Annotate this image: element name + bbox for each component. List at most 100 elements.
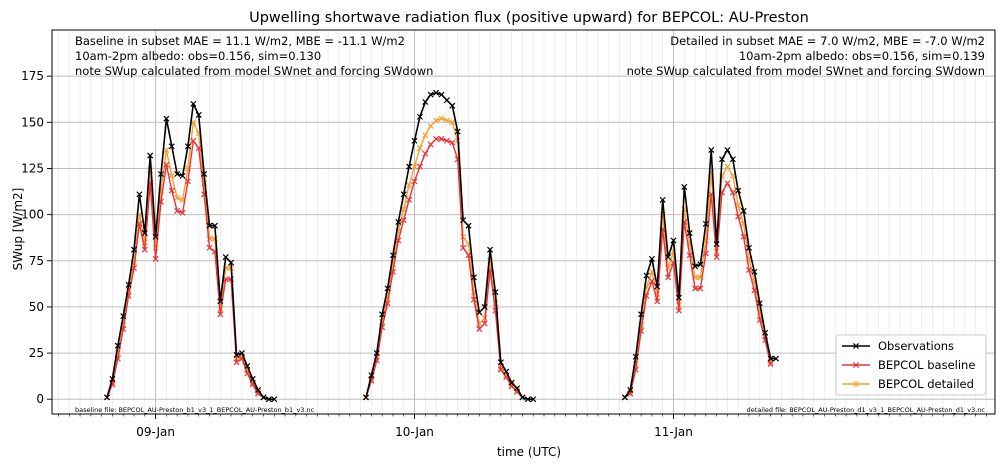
data-point xyxy=(481,303,488,310)
data-point xyxy=(411,163,418,170)
y-tick-label: 50 xyxy=(29,300,44,314)
data-point xyxy=(449,119,456,126)
data-point xyxy=(206,222,213,229)
data-point xyxy=(470,274,477,281)
data-point xyxy=(697,261,704,268)
data-point xyxy=(163,161,170,168)
legend-marker xyxy=(852,361,860,369)
data-point xyxy=(255,386,262,394)
data-point xyxy=(104,394,111,401)
data-point xyxy=(654,298,661,305)
data-point xyxy=(422,98,429,106)
data-point xyxy=(184,143,191,150)
data-point xyxy=(675,307,682,314)
data-point xyxy=(411,137,418,144)
footer-baseline-file: baseline file: BEPCOL_AU-Preston_b1_v3_1… xyxy=(75,406,315,414)
data-point xyxy=(767,361,774,368)
data-point xyxy=(362,394,369,401)
data-point xyxy=(756,316,763,323)
data-point xyxy=(497,366,504,373)
data-point xyxy=(665,274,672,281)
data-point xyxy=(406,163,413,170)
data-point xyxy=(745,244,753,251)
data-point xyxy=(476,326,483,333)
data-point xyxy=(174,170,181,178)
data-point xyxy=(438,135,445,142)
data-point xyxy=(638,311,645,318)
data-point xyxy=(141,230,148,237)
data-point xyxy=(449,102,456,109)
legend-item: BEPCOL baseline xyxy=(842,358,975,372)
data-point xyxy=(751,287,758,294)
legend-label: Observations xyxy=(878,339,954,353)
data-point xyxy=(384,285,391,292)
series-line xyxy=(365,138,523,398)
footer-detailed-file: detailed file: BEPCOL_AU-Preston_d1_v3_1… xyxy=(747,406,986,414)
data-point xyxy=(729,189,736,196)
data-point xyxy=(508,379,515,386)
data-point xyxy=(427,122,434,130)
data-point xyxy=(708,146,715,154)
series-observations xyxy=(104,89,779,403)
data-point xyxy=(125,281,132,288)
data-point xyxy=(643,272,650,279)
annotation-left-line-3: note SWup calculated from model SWnet an… xyxy=(75,64,433,78)
data-point xyxy=(427,141,434,148)
data-point xyxy=(492,289,499,296)
x-axis-label: time (UTC) xyxy=(497,445,561,459)
annotation-left: Baseline in subset MAE = 11.1 W/m2, MBE … xyxy=(75,34,433,78)
data-point xyxy=(260,394,267,401)
data-point xyxy=(729,156,736,163)
data-point xyxy=(627,386,634,394)
data-point xyxy=(648,278,655,285)
data-point xyxy=(719,156,726,163)
data-point xyxy=(654,283,661,290)
data-point xyxy=(632,353,639,360)
y-tick-label: 25 xyxy=(29,346,44,360)
data-point xyxy=(233,359,240,366)
data-point xyxy=(416,163,423,170)
data-point xyxy=(659,196,666,203)
y-tick-label: 125 xyxy=(21,161,44,175)
data-point xyxy=(670,237,677,244)
data-point xyxy=(179,172,186,179)
data-point xyxy=(681,183,688,190)
data-point xyxy=(249,375,256,382)
data-point xyxy=(190,100,197,107)
data-point xyxy=(433,89,440,96)
data-point xyxy=(735,187,742,194)
data-point xyxy=(244,362,251,370)
data-point xyxy=(168,172,175,179)
data-point xyxy=(751,268,758,275)
annotation-right: Detailed in subset MAE = 7.0 W/m2, MBE =… xyxy=(627,34,985,78)
data-point xyxy=(481,320,488,327)
data-point xyxy=(416,145,423,152)
data-point xyxy=(190,137,197,144)
legend-box xyxy=(835,334,987,396)
data-point xyxy=(648,255,655,262)
annotation-right-line-2: 10am-2pm albedo: obs=0.156, sim=0.139 xyxy=(739,49,985,63)
data-point xyxy=(217,298,224,305)
legend-label: BEPCOL baseline xyxy=(878,358,975,372)
data-point xyxy=(109,375,116,382)
series-line xyxy=(624,182,772,398)
data-point xyxy=(195,145,202,152)
x-tick-label: 11-Jan xyxy=(654,425,693,439)
data-point xyxy=(427,91,434,98)
data-point xyxy=(503,368,510,375)
data-point xyxy=(195,111,202,118)
data-point xyxy=(438,115,445,122)
data-point xyxy=(449,139,456,146)
annotation-right-line-1: Detailed in subset MAE = 7.0 W/m2, MBE =… xyxy=(670,34,985,48)
y-axis-label: SWup [W/m2] xyxy=(11,188,25,271)
y-tick-label: 175 xyxy=(21,69,44,83)
data-point xyxy=(152,233,159,240)
data-point xyxy=(411,178,418,185)
data-point xyxy=(179,209,186,216)
data-point xyxy=(724,146,731,154)
data-point xyxy=(174,194,181,202)
data-point xyxy=(443,117,450,124)
data-point xyxy=(487,246,494,253)
